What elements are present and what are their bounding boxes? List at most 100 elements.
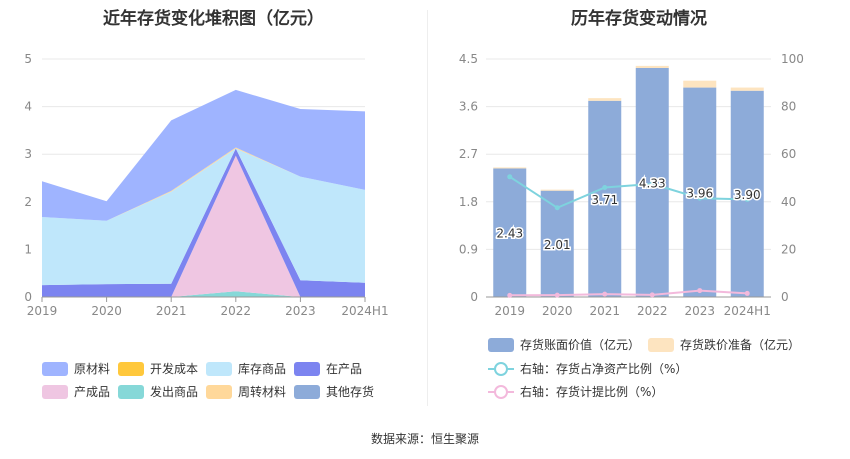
legend-swatch bbox=[294, 361, 320, 376]
legend-provision-ratio[interactable]: 右轴：存货计提比例（%） bbox=[488, 383, 663, 400]
area-在产品 bbox=[42, 148, 365, 297]
provision-ratio-point bbox=[697, 288, 703, 294]
bar-value-label: 4.33 bbox=[639, 176, 666, 190]
legend-swatch bbox=[42, 384, 68, 399]
legend-label: 开发成本 bbox=[150, 362, 199, 376]
data-source: 数据来源：恒生聚源 bbox=[370, 432, 479, 446]
legend-label: 原材料 bbox=[74, 362, 111, 376]
legend-turnover[interactable]: 周转材料 bbox=[206, 383, 286, 400]
legend-swatch bbox=[294, 384, 320, 399]
bar-provision bbox=[588, 98, 622, 101]
y2-tick-label: 60 bbox=[781, 147, 796, 161]
legend-label: 在产品 bbox=[326, 362, 363, 376]
x-tick-label: 2023 bbox=[285, 304, 316, 318]
legend-swatch bbox=[488, 337, 514, 352]
bar-provision bbox=[540, 189, 574, 191]
bar-value-label: 3.96 bbox=[686, 186, 713, 200]
net-ratio-point bbox=[697, 195, 703, 201]
chart-divider bbox=[427, 10, 428, 406]
x-tick-label: 2024H1 bbox=[724, 304, 771, 318]
y-tick-label: 1.8 bbox=[459, 195, 478, 209]
legend-raw-materials[interactable]: 原材料 bbox=[42, 360, 110, 377]
bar-value-label: 3.71 bbox=[591, 193, 618, 207]
y2-tick-label: 80 bbox=[781, 100, 796, 114]
y-tick-label: 3.6 bbox=[459, 100, 478, 114]
legend-shipped[interactable]: 发出商品 bbox=[118, 383, 198, 400]
x-tick-label: 2022 bbox=[221, 304, 252, 318]
y-tick-label: 2 bbox=[24, 195, 32, 209]
provision-ratio-line bbox=[509, 289, 748, 297]
x-tick-label: 2022 bbox=[637, 304, 668, 318]
area-原材料 bbox=[42, 89, 365, 221]
y2-tick-label: 100 bbox=[781, 52, 804, 66]
legend-swatch bbox=[648, 337, 674, 352]
legend-other[interactable]: 其他存货 bbox=[294, 383, 374, 400]
net-ratio-point bbox=[554, 205, 560, 211]
legend-label: 产成品 bbox=[74, 385, 111, 399]
legend-line-marker bbox=[488, 361, 514, 376]
net-ratio-point bbox=[744, 196, 750, 202]
x-tick-label: 2020 bbox=[542, 304, 573, 318]
legend-label: 周转材料 bbox=[238, 385, 287, 399]
bar-value-label: 2.43 bbox=[496, 227, 523, 241]
y-tick-label: 4.5 bbox=[459, 52, 478, 66]
y-tick-label: 0 bbox=[24, 290, 32, 304]
y2-tick-label: 0 bbox=[781, 290, 789, 304]
net-ratio-point bbox=[507, 174, 513, 180]
x-tick-label: 2024H1 bbox=[341, 304, 388, 318]
x-tick-label: 2021 bbox=[156, 304, 187, 318]
legend-label: 其他存货 bbox=[326, 385, 375, 399]
legend-label: 发出商品 bbox=[150, 385, 199, 399]
legend-book-value[interactable]: 存货账面价值（亿元） bbox=[488, 336, 640, 353]
y-tick-label: 3 bbox=[24, 147, 32, 161]
net-ratio-line bbox=[509, 175, 748, 209]
x-tick-label: 2021 bbox=[589, 304, 620, 318]
y-tick-label: 0 bbox=[470, 290, 478, 304]
x-tick-label: 2019 bbox=[27, 304, 58, 318]
y2-tick-label: 40 bbox=[781, 195, 796, 209]
bar-book-value bbox=[493, 168, 527, 297]
y-tick-label: 1 bbox=[24, 242, 32, 256]
y-tick-label: 2.7 bbox=[459, 147, 478, 161]
bar-provision bbox=[493, 167, 527, 169]
bar-book-value bbox=[683, 87, 717, 297]
y-tick-label: 4 bbox=[24, 100, 32, 114]
legend-line-marker bbox=[488, 384, 514, 399]
legend-swatch bbox=[118, 361, 144, 376]
left-chart-title: 近年存货变化堆积图（亿元） bbox=[103, 9, 324, 29]
net-ratio-point bbox=[602, 185, 608, 191]
legend-swatch bbox=[118, 384, 144, 399]
inventory-bar-chart: 0 0.9 1.8 2.7 3.6 4.5 0 20 40 60 80 100 2019 2020 2021… bbox=[459, 52, 804, 318]
y-tick-label: 5 bbox=[24, 52, 32, 66]
legend-label: 右轴：存货计提比例（%） bbox=[520, 385, 664, 399]
provision-ratio-point bbox=[649, 292, 655, 298]
bar-book-value bbox=[730, 90, 764, 297]
legend-label: 存货跌价准备（亿元） bbox=[680, 338, 801, 352]
legend-label: 存货账面价值（亿元） bbox=[520, 338, 641, 352]
provision-ratio-point bbox=[507, 292, 513, 298]
provision-ratio-point bbox=[744, 290, 750, 296]
bar-value-label: 2.01 bbox=[544, 238, 571, 252]
y-tick-label: 0.9 bbox=[459, 242, 478, 256]
x-tick-label: 2023 bbox=[684, 304, 715, 318]
legend-finished[interactable]: 产成品 bbox=[42, 383, 110, 400]
legend-net-ratio[interactable]: 右轴：存货占净资产比例（%） bbox=[488, 360, 687, 377]
legend-dev-cost[interactable]: 开发成本 bbox=[118, 360, 198, 377]
area-库存商品 bbox=[42, 148, 365, 286]
bar-provision bbox=[730, 87, 764, 91]
y2-tick-label: 20 bbox=[781, 242, 796, 256]
x-tick-label: 2019 bbox=[494, 304, 525, 318]
bar-provision bbox=[635, 65, 669, 68]
legend-inventory-goods[interactable]: 库存商品 bbox=[206, 360, 286, 377]
provision-ratio-point bbox=[602, 291, 608, 297]
legend-label: 库存商品 bbox=[238, 362, 287, 376]
legend-swatch bbox=[206, 361, 232, 376]
legend-wip[interactable]: 在产品 bbox=[294, 360, 362, 377]
bar-provision bbox=[683, 80, 717, 88]
bar-value-label: 3.90 bbox=[734, 188, 761, 202]
legend-swatch bbox=[206, 384, 232, 399]
legend-provision[interactable]: 存货跌价准备（亿元） bbox=[648, 336, 800, 353]
legend-swatch bbox=[42, 361, 68, 376]
legend-label: 右轴：存货占净资产比例（%） bbox=[520, 362, 688, 376]
